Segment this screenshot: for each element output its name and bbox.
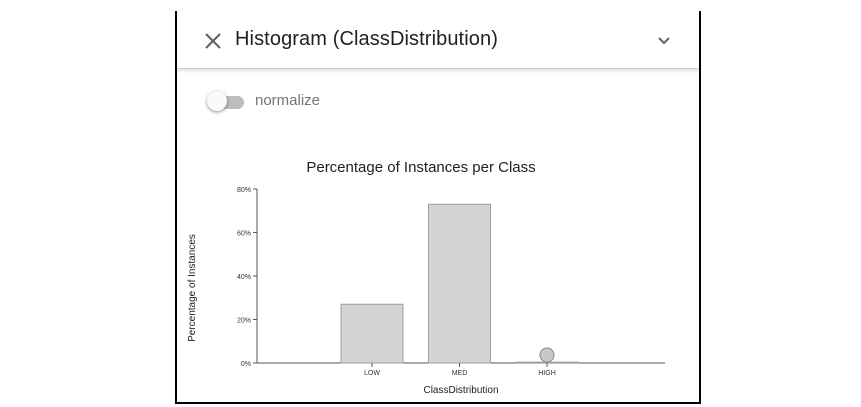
- close-button[interactable]: [202, 30, 224, 52]
- normalize-toggle-row: normalize: [207, 91, 367, 113]
- card-header: Histogram (ClassDistribution): [177, 11, 699, 69]
- normalize-toggle-thumb[interactable]: [207, 91, 227, 111]
- bar-med: [428, 203, 491, 364]
- bar-low: [340, 303, 404, 364]
- y-tick-label: 80%: [237, 187, 251, 194]
- x-tick-label: LOW: [364, 370, 380, 377]
- expand-button[interactable]: [655, 32, 673, 50]
- chart-title: Percentage of Instances per Class: [306, 159, 535, 176]
- chevron-down-icon[interactable]: [655, 32, 673, 50]
- x-tick-label: MED: [452, 370, 468, 377]
- y-tick-label: 40%: [237, 274, 251, 281]
- bar-hover-marker: [539, 347, 555, 363]
- y-tick-label: 20%: [237, 318, 251, 325]
- y-axis-label: Percentage of Instances: [187, 234, 198, 342]
- x-axis-label: ClassDistribution: [423, 385, 498, 396]
- card-title: Histogram (ClassDistribution): [235, 28, 498, 50]
- histogram-card: Histogram (ClassDistribution) normalize …: [175, 11, 701, 404]
- x-tick-label: HIGH: [538, 370, 556, 377]
- histogram-chart: Percentage of Instances per Class 0% 20% 40…: [187, 159, 665, 396]
- y-tick-label: 60%: [237, 231, 251, 238]
- normalize-toggle-label: normalize: [255, 92, 321, 109]
- close-icon[interactable]: [202, 30, 224, 52]
- y-tick-label: 0%: [241, 361, 251, 368]
